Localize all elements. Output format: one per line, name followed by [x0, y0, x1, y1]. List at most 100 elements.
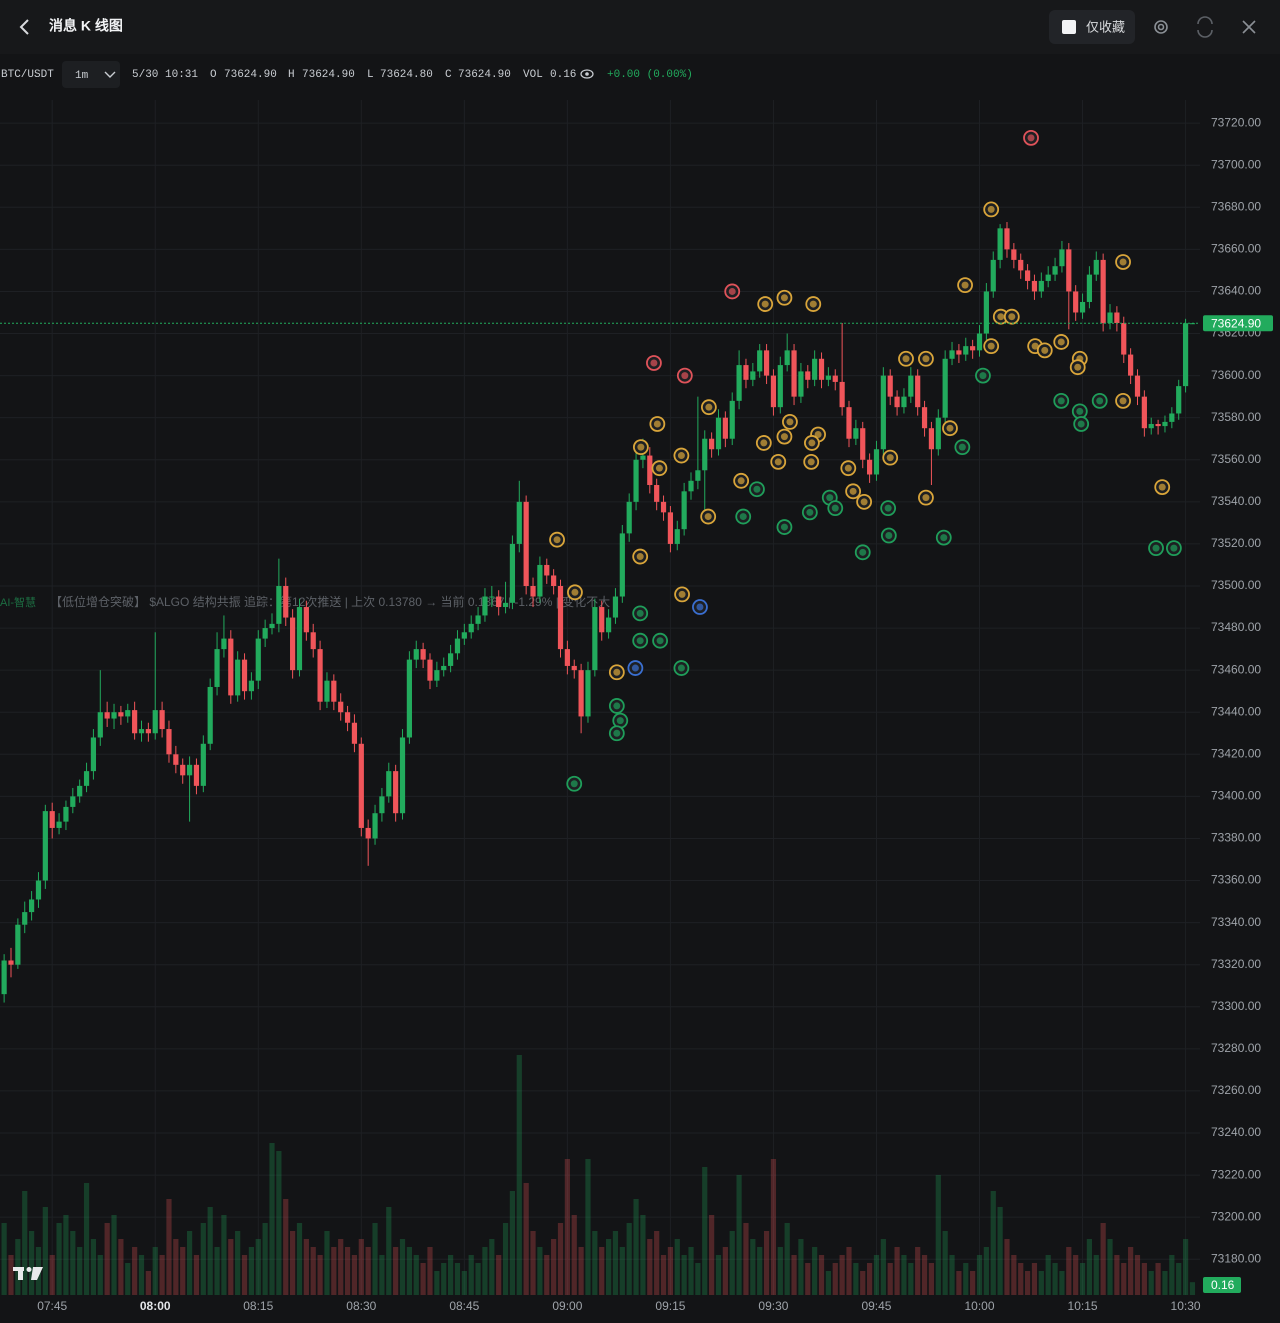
news-marker[interactable] — [632, 548, 649, 565]
news-marker[interactable] — [801, 504, 818, 521]
settings-button[interactable] — [1154, 20, 1168, 34]
news-marker[interactable] — [724, 283, 741, 300]
news-marker[interactable] — [674, 586, 690, 603]
news-marker[interactable] — [983, 338, 1000, 355]
news-marker[interactable] — [898, 350, 914, 367]
favorites-toggle[interactable] — [1049, 10, 1135, 44]
news-marker[interactable] — [1073, 416, 1090, 432]
news-marker[interactable] — [566, 775, 583, 792]
news-marker[interactable] — [651, 460, 668, 477]
news-marker[interactable] — [854, 544, 871, 561]
marker-icon — [613, 729, 621, 737]
news-marker[interactable] — [632, 439, 649, 456]
candle-body — [1079, 301, 1086, 313]
checkbox[interactable] — [1062, 20, 1076, 34]
news-marker[interactable] — [700, 399, 717, 416]
news-marker[interactable] — [567, 584, 583, 601]
news-marker[interactable] — [627, 660, 644, 676]
eye-icon[interactable] — [580, 69, 594, 79]
news-marker[interactable] — [880, 527, 897, 544]
news-marker[interactable] — [776, 289, 793, 306]
news-marker[interactable] — [1053, 392, 1070, 409]
news-marker[interactable] — [856, 493, 873, 510]
news-marker[interactable] — [649, 416, 666, 432]
interval-select[interactable] — [62, 61, 120, 88]
news-marker[interactable] — [827, 500, 844, 517]
news-marker[interactable] — [735, 508, 752, 525]
close-button[interactable] — [1242, 20, 1256, 34]
news-marker[interactable] — [776, 428, 793, 445]
news-marker[interactable] — [840, 460, 857, 477]
news-marker[interactable] — [1115, 254, 1131, 270]
news-marker[interactable] — [673, 447, 690, 464]
news-marker[interactable] — [935, 529, 952, 546]
candle-body — [1162, 421, 1168, 427]
news-marker[interactable] — [942, 420, 958, 437]
news-marker[interactable] — [632, 632, 649, 649]
volume-bar — [303, 1239, 309, 1295]
news-marker[interactable] — [1003, 308, 1020, 325]
news-marker[interactable] — [805, 296, 822, 312]
news-marker[interactable] — [1069, 359, 1086, 376]
volume-bar — [1176, 1263, 1182, 1295]
news-marker[interactable] — [608, 725, 625, 742]
news-marker[interactable] — [1091, 392, 1108, 409]
news-marker[interactable] — [757, 296, 774, 312]
y-tick-label: 73560.00 — [1211, 452, 1261, 466]
marker-icon — [650, 359, 658, 367]
news-marker[interactable] — [782, 413, 798, 430]
news-marker[interactable] — [975, 367, 991, 384]
news-marker[interactable] — [676, 367, 693, 384]
candle-body — [386, 771, 392, 797]
candle-body — [255, 638, 261, 681]
news-marker[interactable] — [673, 660, 690, 676]
news-marker[interactable] — [918, 350, 934, 367]
news-marker[interactable] — [652, 632, 669, 649]
news-marker[interactable] — [632, 605, 649, 622]
refresh-button[interactable] — [1197, 16, 1213, 38]
news-marker[interactable] — [1165, 540, 1182, 557]
news-marker[interactable] — [954, 439, 971, 456]
news-marker[interactable] — [608, 698, 625, 714]
candle-body — [193, 764, 200, 786]
news-marker[interactable] — [845, 483, 862, 500]
news-marker[interactable] — [880, 500, 897, 517]
news-marker[interactable] — [776, 519, 793, 535]
news-marker[interactable] — [770, 453, 787, 470]
volume-bar — [729, 1231, 735, 1295]
news-marker[interactable] — [957, 277, 973, 294]
volume-bar — [8, 1255, 14, 1295]
candle-body — [290, 617, 296, 671]
news-marker[interactable] — [1023, 129, 1039, 146]
news-marker[interactable] — [1053, 334, 1070, 350]
volume-bar — [248, 1247, 255, 1295]
news-marker[interactable] — [804, 435, 820, 451]
x-tick-label: 08:45 — [449, 1299, 479, 1313]
news-marker[interactable] — [1154, 479, 1171, 496]
news-marker[interactable] — [700, 508, 717, 525]
news-marker[interactable] — [549, 531, 565, 548]
news-marker[interactable] — [1148, 540, 1164, 557]
volume-bar — [702, 1167, 708, 1295]
news-marker[interactable] — [1115, 392, 1131, 409]
news-marker[interactable] — [692, 599, 708, 615]
news-marker[interactable] — [1071, 403, 1088, 420]
news-marker[interactable] — [755, 435, 772, 451]
news-marker[interactable] — [983, 201, 1000, 218]
news-marker[interactable] — [803, 453, 820, 470]
news-marker[interactable] — [749, 481, 765, 498]
volume-bar — [832, 1263, 838, 1295]
news-marker[interactable] — [918, 489, 934, 506]
candle-body — [763, 350, 770, 376]
news-marker[interactable] — [882, 449, 899, 466]
news-marker[interactable] — [608, 664, 625, 681]
news-marker[interactable] — [733, 472, 750, 489]
marker-icon — [844, 464, 852, 472]
news-marker[interactable] — [1036, 342, 1053, 359]
news-marker[interactable] — [646, 355, 662, 371]
back-button[interactable] — [19, 19, 29, 35]
candle-body — [77, 785, 83, 797]
ticker-text[interactable]: 【低位增仓突破】 $ALGO 结构共振 追踪：第12次推送 | 上次 0.137… — [50, 594, 610, 609]
candle-body — [846, 407, 852, 439]
volume-bar — [152, 1247, 158, 1295]
